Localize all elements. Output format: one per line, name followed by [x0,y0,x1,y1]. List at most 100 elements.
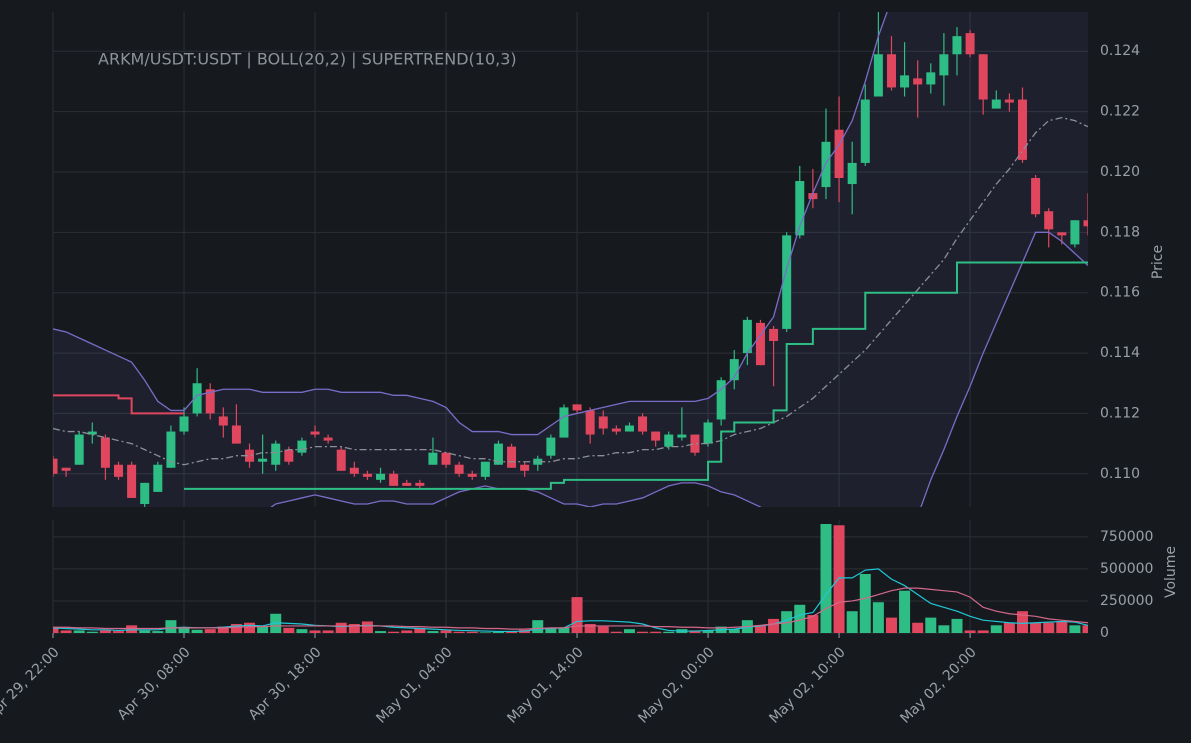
candle-body [913,78,923,85]
candle-body [271,443,281,465]
volume-bar [663,631,675,633]
volume-bar [204,629,216,633]
volume-bar [781,611,793,633]
volume-bar [846,611,858,633]
candle-body [939,54,949,76]
volume-bar [623,629,635,633]
candle-body [1057,232,1067,236]
volume-bar [270,613,282,633]
candle-body [1083,220,1088,227]
candle-body [87,431,97,435]
volume-bar [597,626,609,633]
candle-body [467,473,477,477]
candle-body [74,434,84,465]
chart-title: ARKM/USDT:USDT | BOLL(20,2) | SUPERTREND… [98,50,517,69]
volume-bar [951,618,963,633]
volume-bar [650,631,662,633]
y-tick-label: 0.124 [1100,43,1140,59]
volume-bar [217,626,229,633]
line-series [53,394,185,415]
volume-bar [1030,622,1042,633]
volume-bar [165,620,177,633]
y-tick-label: 0.110 [1100,466,1140,482]
volume-bar [440,630,452,633]
candle-body [900,75,910,88]
candle-body [389,473,399,486]
volume-bar [375,631,387,633]
volume-bar [925,617,937,633]
y2-tick-label: 0 [1100,625,1109,641]
line-series [184,261,1088,490]
volume-bar [401,630,413,633]
candle-body [585,410,595,435]
candle-body [323,437,333,441]
candle-body [415,482,425,486]
y-tick-label: 0.112 [1100,405,1140,421]
volume-bar [1043,622,1055,633]
y-tick-label: 0.120 [1100,164,1140,180]
candle-body [428,452,438,465]
volume-bar [899,590,911,633]
volume-bar [1056,621,1068,633]
volume-bar [309,630,321,633]
y-tick-label: 0.118 [1100,224,1140,240]
volume-bar [427,631,439,633]
candle-body [546,437,556,456]
volume-bar [86,631,98,633]
y-tick-label: 0.122 [1100,104,1140,120]
candle-body [690,434,700,453]
volume-bar [453,631,465,633]
candle-body [965,33,975,55]
volume-bar [492,631,504,633]
candle-body [140,482,150,504]
y2-axis-label: Volume [1163,546,1179,598]
candle-body [114,464,124,477]
volume-bar [938,625,950,633]
candle-body [100,437,110,468]
candle-body [886,54,896,88]
y2-tick-label: 750000 [1100,529,1153,545]
volume-bar [244,622,256,633]
volume-bar [610,631,622,633]
volume-bar [964,630,976,633]
y2-tick-label: 250000 [1100,593,1153,609]
volume-bar [637,631,649,633]
candle-body [716,380,726,420]
volume-bar [466,631,478,633]
volume-panel [53,524,1088,633]
candle-body [860,99,870,163]
candle-body [284,449,294,462]
candle-body [1070,220,1080,245]
volume-bar [728,629,740,633]
candle-body [769,328,779,341]
candle-body [978,54,988,100]
candle-body [559,407,569,438]
volume-bar [99,630,111,633]
volume-bar [702,630,714,633]
volume-bar [872,602,884,633]
candle-body [729,359,739,381]
volume-bar [191,629,203,633]
volume-bar [126,625,138,633]
candle-body [349,467,359,474]
candle-body [651,431,661,441]
candle-body [336,449,346,471]
volume-bar [257,626,269,633]
candle-body [507,446,517,468]
candle-body [611,428,621,432]
candle-body [533,458,543,465]
candle-body [991,99,1001,109]
candle-body [755,322,765,366]
volume-bar [885,617,897,633]
candle-body [153,464,163,492]
volume-bar [768,618,780,633]
y-axis-label: Price [1150,245,1166,279]
volume-bar [1016,611,1028,633]
volume-bar [388,631,400,633]
candle-body [664,434,674,447]
volume-bar [912,622,924,633]
volume-bar [296,629,308,633]
volume-bar [113,631,125,633]
candle-body [218,416,228,426]
volume-bar [558,627,570,633]
